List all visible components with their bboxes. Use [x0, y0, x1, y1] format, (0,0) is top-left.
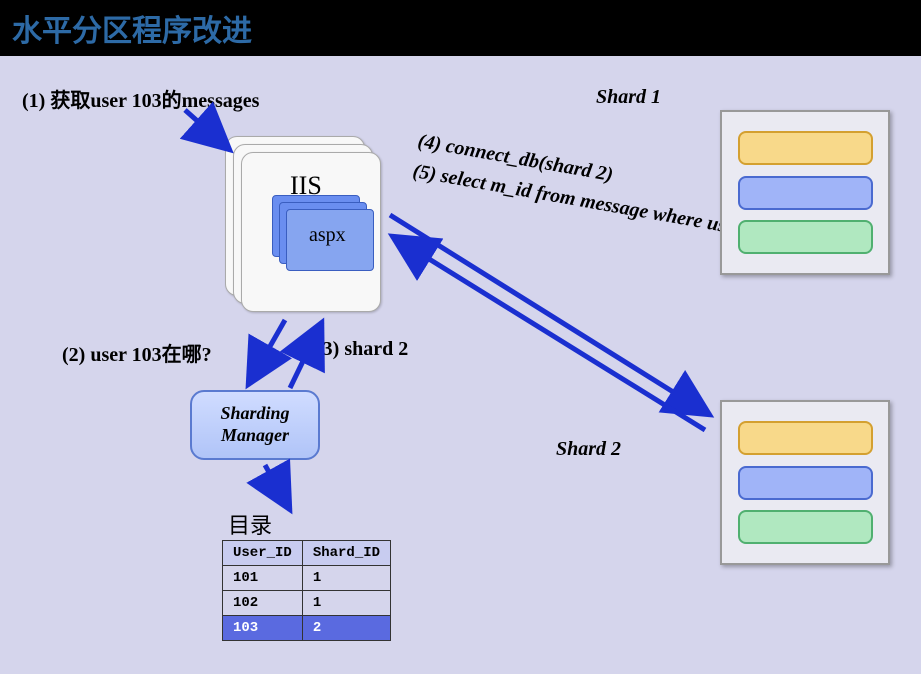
table-cell: 1	[302, 566, 390, 591]
shard-1-label: Shard 1	[596, 86, 661, 109]
page-title: 水平分区程序改进	[12, 6, 252, 50]
shard-2-label: Shard 2	[556, 438, 621, 461]
table-header: User_ID	[223, 541, 303, 566]
shard-row	[738, 176, 873, 210]
table-cell: 2	[302, 616, 390, 641]
shard-2-box	[720, 400, 890, 565]
table-header: Shard_ID	[302, 541, 390, 566]
step-3-label: (3) shard 2	[316, 338, 408, 361]
directory-table: User_ID Shard_ID 101110211032	[222, 540, 391, 641]
table-cell: 1	[302, 591, 390, 616]
shard-row	[738, 220, 873, 254]
table-cell: 103	[223, 616, 303, 641]
sharding-manager-label: Sharding Manager	[192, 403, 318, 446]
table-row: 1021	[223, 591, 391, 616]
shard-row	[738, 421, 873, 455]
sharding-manager-box: Sharding Manager	[190, 390, 320, 460]
step-2-label: (2) user 103在哪?	[62, 338, 212, 367]
diagram-canvas: 水平分区程序改进 (1) 获取user 103的messages (2) use…	[0, 0, 921, 674]
step-1-label: (1) 获取user 103的messages	[22, 84, 259, 113]
aspx-label: aspx	[309, 224, 346, 247]
table-cell: 101	[223, 566, 303, 591]
shard-1-box	[720, 110, 890, 275]
shard-row	[738, 510, 873, 544]
aspx-stack: aspx	[272, 195, 382, 275]
shard-row	[738, 466, 873, 500]
table-cell: 102	[223, 591, 303, 616]
table-row: 1011	[223, 566, 391, 591]
table-row: 1032	[223, 616, 391, 641]
table-title: 目录	[228, 508, 272, 540]
shard-row	[738, 131, 873, 165]
aspx-sheet: aspx	[286, 209, 374, 271]
